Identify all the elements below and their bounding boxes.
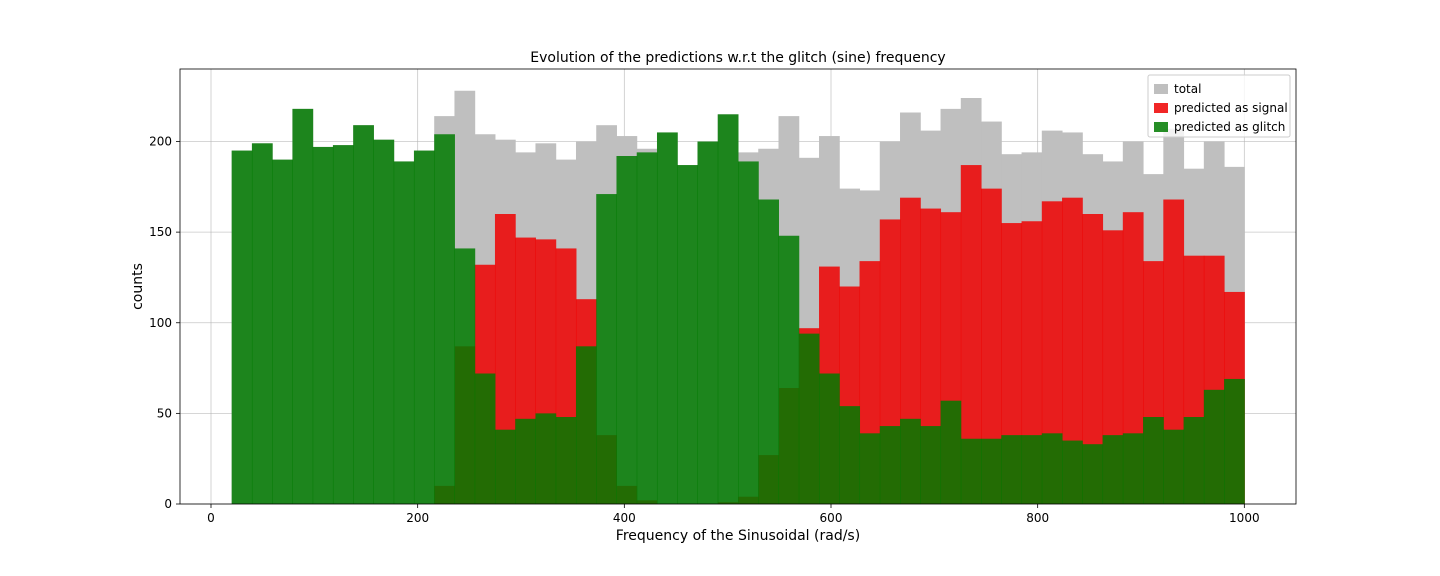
histogram-bar — [697, 141, 719, 504]
histogram-bar — [1041, 433, 1063, 504]
histogram-bar — [1001, 223, 1023, 504]
histogram-bar — [920, 426, 942, 504]
histogram-bar — [312, 146, 334, 504]
histogram-bar — [434, 134, 455, 504]
x-tick-label: 600 — [820, 511, 843, 525]
histogram-bar — [981, 188, 1002, 504]
histogram-bar — [1122, 212, 1144, 504]
legend-swatch — [1154, 122, 1168, 132]
legend-entry-label: total — [1174, 82, 1201, 96]
y-axis-label: counts — [130, 263, 146, 310]
plot-frame — [179, 68, 1297, 505]
y-tick-label: 0 — [164, 497, 172, 511]
histogram-bar — [1183, 417, 1205, 504]
histogram-bar — [555, 417, 577, 504]
y-tick-label: 200 — [149, 135, 172, 149]
histogram-bar — [1021, 221, 1043, 504]
histogram-bar — [839, 406, 861, 504]
histogram-bar — [1224, 378, 1245, 504]
histogram-bar — [758, 199, 780, 504]
histogram-bar — [778, 235, 800, 504]
x-tick-label: 0 — [207, 511, 215, 525]
histogram-bar — [1062, 440, 1083, 504]
x-axis-label: Frequency of the Sinusoidal (rad/s) — [616, 528, 860, 544]
histogram-bar — [1082, 214, 1104, 504]
x-tick-label: 400 — [613, 511, 636, 525]
histogram-bar — [677, 165, 698, 504]
histogram-bar — [231, 150, 253, 504]
histogram-bar — [981, 438, 1002, 504]
histogram-bar — [292, 108, 314, 504]
histogram-bar — [1122, 433, 1144, 504]
histogram-bar — [940, 400, 962, 504]
histogram-bar — [373, 139, 395, 504]
legend-box — [1147, 74, 1291, 138]
legend-entry-label: predicted as glitch — [1174, 120, 1285, 134]
histogram-bar — [596, 194, 617, 504]
histogram-bar — [1001, 435, 1023, 504]
chart-title: Evolution of the predictions w.r.t the g… — [530, 50, 945, 66]
histogram-bar — [413, 150, 435, 504]
histogram-bar — [738, 161, 759, 504]
y-tick-label: 50 — [157, 406, 172, 420]
histogram-bar — [616, 156, 638, 504]
histogram-bar — [636, 152, 658, 504]
histogram-bar — [353, 125, 374, 504]
histogram-bar — [1102, 435, 1124, 504]
histogram-bar — [798, 333, 820, 504]
histogram-bar — [900, 418, 921, 504]
histogram-bar — [251, 143, 273, 504]
histogram-bar — [272, 159, 293, 504]
histogram-bar — [494, 429, 516, 504]
x-tick-label: 800 — [1026, 511, 1049, 525]
series-predicted-as-glitch — [231, 108, 1245, 504]
x-tick-label: 1000 — [1229, 511, 1260, 525]
histogram-bar — [1163, 429, 1185, 504]
histogram-bar — [859, 433, 881, 504]
histogram-bar — [960, 438, 982, 504]
axis-ticks: 0 200 400 600 800 1000 0 50 100 150 200 — [149, 135, 1260, 526]
legend-swatch — [1154, 103, 1168, 113]
histogram-bar — [454, 248, 476, 504]
histogram-bar — [332, 145, 354, 504]
legend-entry-label: predicted as signal — [1174, 101, 1288, 115]
histogram-bar — [1203, 389, 1225, 504]
histogram-bar — [393, 161, 415, 504]
histogram-bar — [575, 346, 597, 504]
histogram-bar — [656, 132, 678, 504]
histogram-bars — [231, 90, 1245, 504]
histogram-bar — [879, 426, 901, 504]
histogram-bar — [474, 373, 496, 504]
legend-swatch — [1154, 84, 1168, 94]
histogram-bar — [1163, 199, 1185, 504]
histogram-bar — [819, 373, 840, 504]
histogram-bar — [1143, 417, 1164, 504]
histogram-bar — [1021, 435, 1043, 504]
y-tick-label: 100 — [149, 316, 172, 330]
histogram-bar — [717, 114, 739, 504]
histogram-bar — [1082, 444, 1104, 504]
y-tick-label: 150 — [149, 225, 172, 239]
histogram-bar — [1062, 197, 1083, 504]
histogram-bar — [1041, 201, 1063, 504]
x-tick-label: 200 — [406, 511, 429, 525]
histogram-bar — [535, 413, 557, 504]
histogram-bar — [515, 418, 536, 504]
legend: total predicted as signal predicted as gli… — [1147, 74, 1291, 138]
histogram-bar — [960, 165, 982, 504]
